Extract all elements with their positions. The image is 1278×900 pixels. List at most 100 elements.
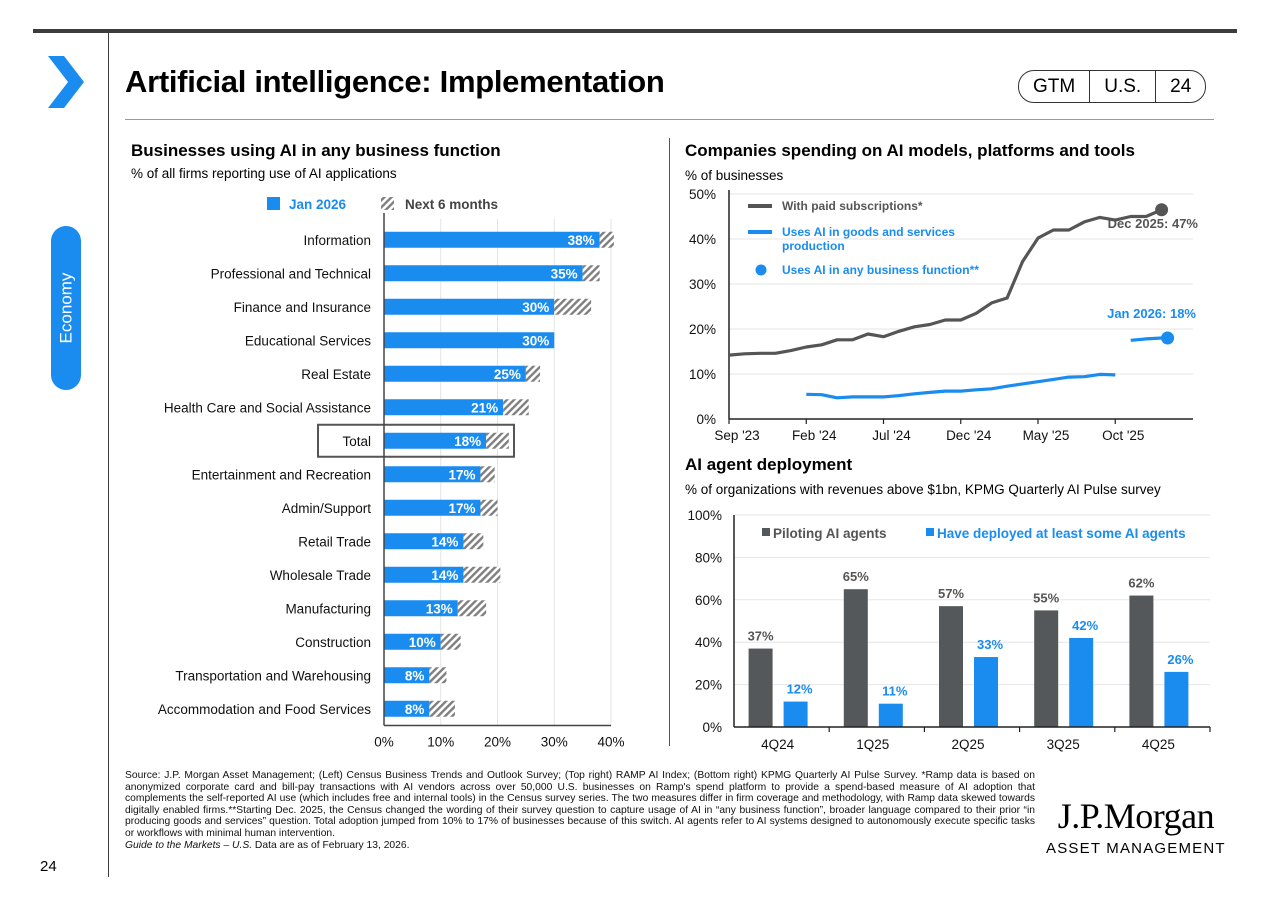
bar-deployed [1164, 671, 1189, 727]
bar-value-label-piloting: 37% [748, 629, 774, 644]
category-label: Manufacturing [285, 601, 371, 616]
bar-next-6-months [554, 298, 592, 315]
legend-swatch-next-6-months [381, 197, 394, 210]
bar-jan-2026 [384, 533, 464, 550]
bar-value-label: 17% [448, 501, 475, 516]
bar-jan-2026 [384, 298, 555, 315]
ai-spending-line-chart: 0% 10% 20% 30% 40% 50% Sep '23 Feb '24 Jul '24 De… [689, 187, 1198, 443]
top-rule [33, 29, 1237, 33]
bar-value-label: 17% [448, 467, 475, 482]
y-tick-label: 20% [689, 322, 716, 337]
agent-chart-subtitle: % of organizations with revenues above $… [685, 482, 1161, 497]
bar-next-6-months [503, 399, 529, 416]
bar-jan-2026 [384, 499, 481, 516]
bar-value-label: 38% [568, 233, 595, 248]
agent-chart-title: AI agent deployment [685, 455, 853, 474]
bar-next-6-months [480, 499, 498, 516]
bar-value-label: 10% [409, 635, 436, 650]
x-tick-label: Oct '25 [1102, 428, 1144, 443]
legend-label-next-6-months: Next 6 months [405, 197, 498, 212]
bar-value-label-deployed: 26% [1167, 652, 1193, 667]
bar-next-6-months [429, 667, 447, 684]
panel-divider [669, 138, 670, 746]
bar-next-6-months [486, 432, 509, 449]
bar-value-label: 35% [551, 266, 578, 281]
total-highlight-box [317, 423, 515, 458]
badge-gtm: GTM [1033, 75, 1076, 97]
x-tick-label: Dec '24 [946, 428, 992, 443]
paid-subscriptions-end-marker [1155, 203, 1169, 217]
chevron-right-icon [48, 56, 84, 108]
legend-label-piloting: Piloting AI agents [773, 526, 887, 541]
bar-jan-2026 [384, 700, 430, 717]
bar-next-6-months [463, 533, 484, 550]
bar-jan-2026 [384, 265, 583, 282]
bar-value-label-deployed: 12% [787, 682, 813, 697]
x-tick-label: 4Q25 [1142, 737, 1175, 752]
footnote-guide-title: Guide to the Markets – U.S. [125, 839, 253, 851]
category-label: Transportation and Warehousing [175, 668, 371, 683]
x-tick-label: 40% [597, 735, 624, 750]
left-rule [108, 33, 109, 877]
title-rule [125, 119, 1214, 120]
category-label: Professional and Technical [211, 266, 371, 281]
line-chart-ylabel: % of businesses [685, 168, 784, 183]
y-tick-label: 50% [689, 187, 716, 202]
category-label: Total [342, 434, 371, 449]
x-tick-label: 2Q25 [951, 737, 984, 752]
bar-next-6-months [463, 566, 501, 583]
y-tick-label: 80% [695, 550, 722, 565]
industry-bar-chart: Jan 2026 Next 6 months Information 38% Prof… [158, 197, 625, 750]
bar-piloting [748, 648, 773, 727]
category-label: Entertainment and Recreation [192, 467, 371, 482]
x-tick-label: Feb '24 [792, 428, 837, 443]
category-label: Wholesale Trade [270, 568, 371, 583]
bar-jan-2026 [384, 667, 430, 684]
category-label: Educational Services [245, 333, 371, 348]
bar-next-6-months [480, 466, 495, 483]
footnote-guide: Guide to the Markets – U.S. Data are as … [125, 840, 1035, 852]
bar-deployed [1069, 637, 1094, 727]
category-label: Admin/Support [282, 501, 372, 516]
logo-wordmark: J.P.Morgan [1057, 796, 1215, 836]
bar-jan-2026 [384, 600, 458, 617]
line-chart-title: Companies spending on AI models, platfor… [685, 141, 1135, 160]
category-label: Accommodation and Food Services [158, 702, 371, 717]
x-tick-label: 1Q25 [856, 737, 889, 752]
bar-jan-2026 [384, 231, 600, 248]
bar-next-6-months [525, 365, 541, 382]
series-any-business-function-line [1130, 336, 1162, 342]
ai-agent-bar-chart: 0% 20% 40% 60% 80% 100% 37% 12% 4Q24 65% 11% 1Q25 57… [687, 508, 1211, 752]
series-paid-subscriptions-line [728, 208, 1163, 357]
bar-next-6-months [429, 700, 455, 717]
legend-label-jan-2026: Jan 2026 [289, 197, 347, 212]
bar-value-label: 21% [471, 400, 498, 415]
left-chart-title: Businesses using AI in any business func… [131, 141, 501, 160]
bar-value-label-piloting: 57% [938, 586, 964, 601]
y-tick-label: 40% [695, 635, 722, 650]
x-tick-label: 0% [374, 735, 394, 750]
category-label: Information [303, 233, 371, 248]
section-tab-economy[interactable]: Economy [51, 226, 81, 390]
bar-value-label: 30% [522, 333, 549, 348]
logo-subtitle: ASSET MANAGEMENT [1046, 840, 1226, 857]
x-tick-label: Jul '24 [872, 428, 911, 443]
bar-jan-2026 [384, 399, 504, 416]
y-tick-label: 40% [689, 232, 716, 247]
page-number: 24 [40, 858, 57, 875]
legend-label-paid-subscriptions: With paid subscriptions* [782, 199, 923, 213]
bar-next-6-months [599, 231, 614, 248]
bar-value-label-deployed: 33% [977, 637, 1003, 652]
bar-piloting [939, 606, 963, 727]
legend-label-any-business-function: Uses AI in any business function** [782, 263, 979, 277]
bar-jan-2026 [384, 365, 526, 382]
y-tick-label: 0% [702, 720, 722, 735]
bar-value-label: 18% [454, 434, 481, 449]
bar-next-6-months [582, 265, 600, 282]
x-tick-label: 3Q25 [1047, 737, 1080, 752]
x-tick-label: Sep '23 [714, 428, 759, 443]
left-chart-subtitle: % of all firms reporting use of AI appli… [131, 166, 397, 181]
jpmorgan-logo: J.P.Morgan ASSET MANAGEMENT [1046, 796, 1226, 857]
bar-value-label-piloting: 65% [843, 569, 869, 584]
y-tick-label: 60% [695, 593, 722, 608]
